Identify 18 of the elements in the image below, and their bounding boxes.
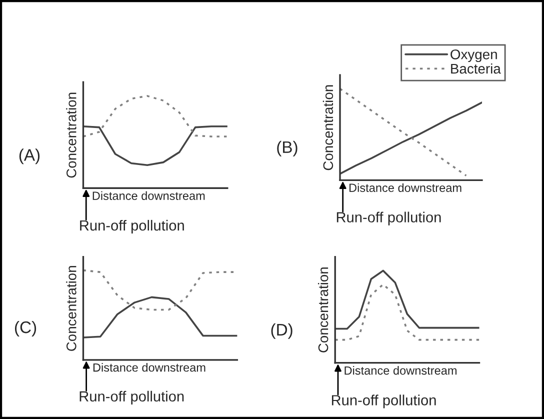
text: Run-off pollution: [332, 394, 436, 408]
text: Run-off pollution: [80, 220, 184, 234]
text: Run-off pollution: [336, 212, 441, 226]
x-axis-title: Distance downstream: [349, 183, 462, 192]
y-axis-title: Concentration: [322, 85, 334, 170]
x-axis-title: Distance downstream: [344, 366, 456, 375]
text: (A): [19, 148, 40, 164]
y-axis-title: Concentration: [318, 268, 328, 352]
text: Run-off pollution: [80, 390, 184, 404]
x-axis-title: Distance downstream: [93, 363, 206, 372]
x-axis-title: Distance downstream: [92, 191, 205, 200]
legend-label: Bacteria: [451, 63, 501, 74]
y-axis-title: Concentration: [66, 266, 76, 351]
text: (D): [271, 323, 292, 339]
text: (B): [277, 140, 298, 156]
text: (C): [14, 320, 36, 336]
legend-label: Oxygen: [450, 49, 497, 62]
y-axis-title: Concentration: [66, 92, 76, 178]
